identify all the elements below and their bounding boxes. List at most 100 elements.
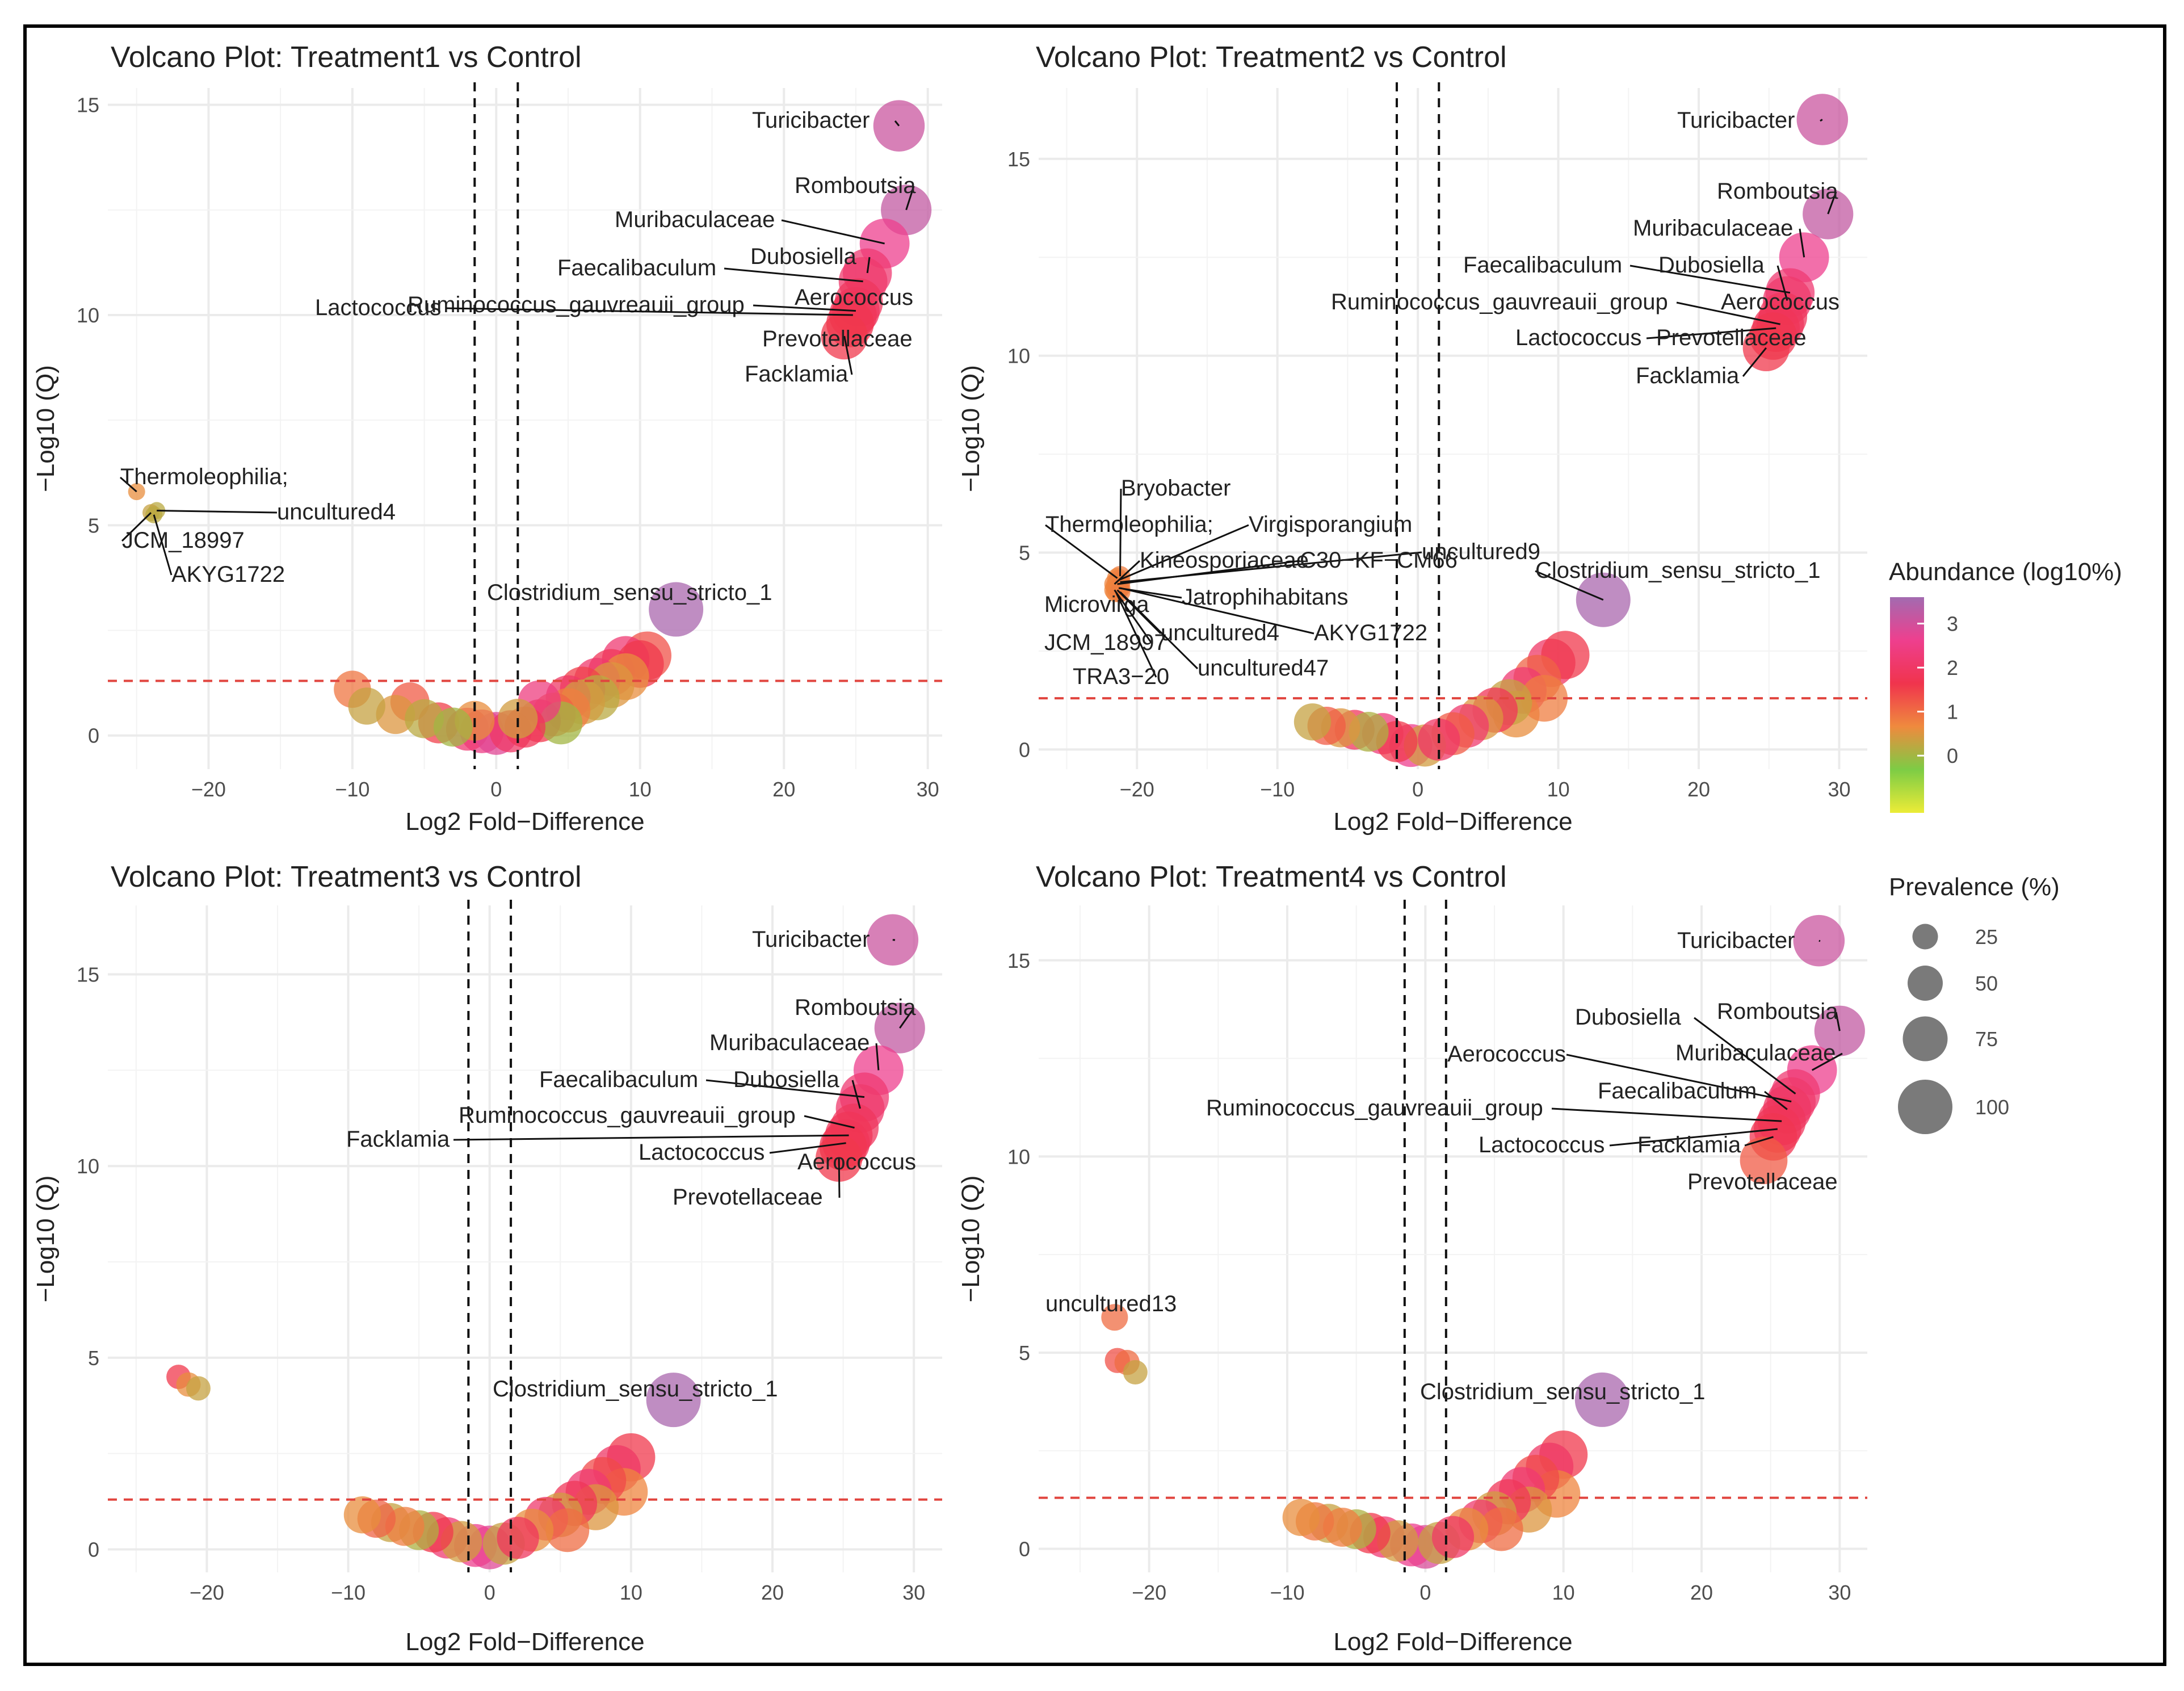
abundance-ticks: 3 2 1 0: [1917, 612, 1958, 767]
panel-treatment3: Turicibacter Romboutsia Muribaculaceae Faec…: [32, 861, 942, 1656]
point-label: Prevotellaceae: [1656, 325, 1807, 350]
point-label: Facklamia: [745, 362, 849, 387]
point: [343, 1496, 381, 1534]
label-leader-line: [1119, 591, 1199, 670]
point-label: Lactococcus: [315, 295, 441, 320]
label-leader-line: [153, 514, 173, 576]
label-leader-line: [804, 1115, 855, 1129]
x-tick-label: 30: [1828, 778, 1850, 801]
x-axis-label: Log2 Fold−Difference: [1333, 1628, 1572, 1656]
y-tick-label: 15: [77, 963, 99, 987]
label-leader-line: [1566, 1054, 1792, 1103]
x-tick-label: 30: [1828, 1581, 1851, 1604]
label-leader-line: [1120, 587, 1314, 635]
abundance-tick-label: 1: [1947, 700, 1958, 724]
point-label: Lactococcus: [1515, 325, 1641, 350]
label-leader-line: [1609, 1128, 1778, 1147]
point-label: JCM_18997: [1044, 630, 1167, 655]
y-tick-label: 0: [88, 1538, 99, 1561]
label-leader-line: [781, 219, 885, 245]
point-label: Thermoleophilia;: [120, 464, 288, 489]
label-leader-line: [724, 267, 863, 283]
label-leader-line: [453, 1134, 849, 1141]
point-clostridium-sensu-stricto-1: [646, 1373, 701, 1428]
y-tick-label: 5: [1019, 1341, 1030, 1365]
label-leader-line: [1744, 1136, 1774, 1147]
point-label: Jatrophihabitans: [1182, 585, 1349, 610]
label-leader-line: [866, 257, 871, 274]
point-label: Lactococcus: [1479, 1132, 1605, 1157]
label-leader-line: [1119, 488, 1122, 577]
point-label: Lactococcus: [639, 1140, 765, 1165]
point-label: Ruminococcus_gauvreauii_group: [1206, 1096, 1543, 1121]
label-leader-line: [894, 120, 900, 127]
point-label: Muribaculaceae: [615, 207, 775, 232]
point-label: Thermoleophilia;: [1045, 512, 1213, 537]
point: [497, 1517, 539, 1559]
label-leader-line: [1045, 524, 1118, 579]
x-axis-label: Log2 Fold−Difference: [405, 808, 644, 836]
label-leader-line: [120, 476, 137, 493]
point-label: Facklamia: [1636, 363, 1740, 388]
point-clostridium-sensu-stricto-1: [649, 582, 704, 637]
panel-title: Volcano Plot: Treatment1 vs Control: [111, 41, 582, 74]
y-tick-label: 10: [77, 1155, 99, 1178]
point-label: Ruminococcus_gauvreauii_group: [1331, 289, 1668, 314]
point-label: Prevotellaceae: [762, 326, 913, 351]
point-clostridium-sensu-stricto-1: [1574, 1372, 1629, 1427]
x-tick-label: 30: [917, 778, 939, 801]
label-leader-line: [121, 512, 152, 542]
x-tick-label: −10: [335, 778, 369, 801]
point-label: AKYG1722: [1314, 620, 1427, 645]
y-tick-label: 10: [1007, 1145, 1030, 1168]
x-tick-label: 30: [902, 1581, 925, 1604]
label-leader-line: [1676, 301, 1780, 325]
x-tick-label: 10: [1547, 778, 1570, 801]
abundance-tick-label: 0: [1947, 744, 1958, 767]
panel-title: Volcano Plot: Treatment2 vs Control: [1036, 41, 1507, 74]
label-leader-line: [1629, 265, 1791, 294]
point-label: Romboutsia: [1717, 179, 1838, 204]
y-tick-label: 15: [77, 94, 99, 117]
label-leader-line: [1551, 1107, 1782, 1122]
point-label: Romboutsia: [795, 173, 916, 198]
point-label: Dubosiella: [1658, 253, 1765, 278]
prevalence-key-label: 25: [1975, 925, 1998, 949]
label-leader-line: [875, 1043, 880, 1071]
point-label: Faecalibaculum: [539, 1067, 698, 1092]
label-leader-line: [1799, 228, 1805, 258]
point: [1282, 1499, 1320, 1536]
point-label: Aerococcus: [795, 285, 913, 310]
point-label: Facklamia: [346, 1127, 450, 1152]
point-label: Ruminococcus_gauvreauii_group: [408, 292, 745, 317]
label-leader-line: [1115, 591, 1157, 678]
y-axis-label: −Log10 (Q): [32, 1176, 60, 1303]
point: [433, 707, 473, 747]
point-label: Muribaculaceae: [1675, 1040, 1836, 1065]
point-label: Faecalibaculum: [557, 255, 716, 280]
point-uncultured13: [1101, 1304, 1128, 1331]
x-tick-label: 10: [1552, 1581, 1575, 1604]
prevalence-key-label: 100: [1975, 1096, 2009, 1119]
point-label: Kineosporiaceae: [1140, 548, 1309, 573]
point-label: C30−KF−CM66: [1300, 548, 1458, 573]
point: [186, 1376, 211, 1401]
x-tick-label: −10: [1270, 1581, 1304, 1604]
y-tick-label: 0: [1019, 738, 1030, 761]
y-tick-label: 5: [88, 514, 99, 537]
y-tick-label: 5: [1019, 541, 1030, 564]
label-leader-line: [1827, 191, 1837, 215]
point: [545, 1508, 590, 1552]
point-label: Dubosiella: [1575, 1005, 1682, 1030]
prevalence-keys: 25 50 75 100: [1898, 924, 2009, 1134]
point-label: TRA3−20: [1073, 664, 1169, 689]
x-tick-label: 20: [761, 1581, 784, 1604]
x-axis-label: Log2 Fold−Difference: [405, 1628, 644, 1656]
x-tick-label: −20: [1132, 1581, 1166, 1604]
y-tick-label: 15: [1007, 148, 1030, 171]
x-tick-label: 20: [1690, 1581, 1713, 1604]
x-tick-label: 0: [490, 778, 502, 801]
point: [1293, 703, 1332, 741]
